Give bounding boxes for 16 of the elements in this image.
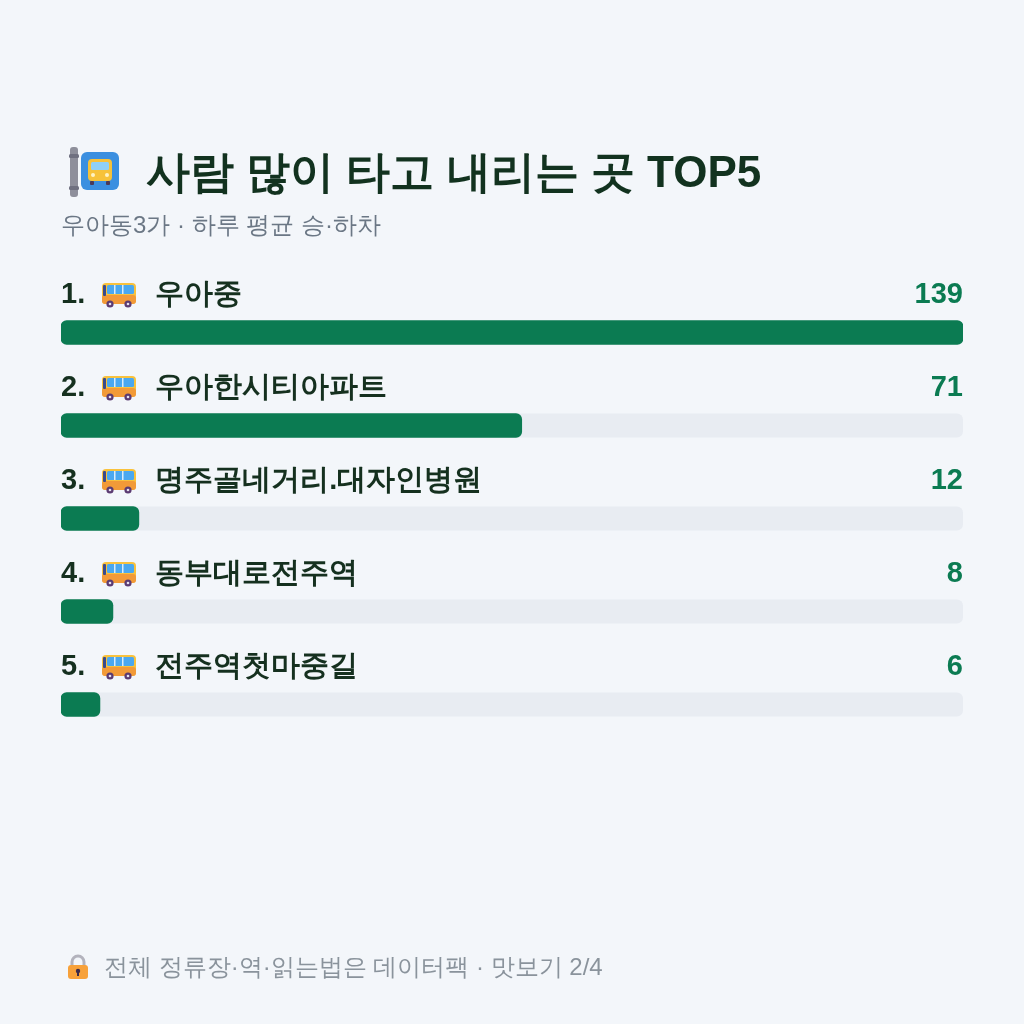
data-label: 71: [930, 369, 963, 402]
category-label: 4. 동부대로전주역: [61, 555, 359, 588]
data-label: 12: [930, 462, 963, 495]
bar: [61, 692, 101, 717]
data-label: 8: [946, 555, 963, 588]
bar: [61, 599, 114, 624]
category-label: 5. 전주역첫마중길: [61, 648, 359, 681]
category-label: 2. 우아한시티아파트: [61, 369, 388, 402]
category-label: 3. 명주골네거리.대자인병원: [61, 462, 483, 495]
chart-title: 사람 많이 타고 내리는 곳 TOP5: [146, 146, 762, 198]
chart-subtitle: 우아동3가 · 하루 평균 승·하차: [61, 210, 382, 240]
data-label: 139: [914, 276, 963, 309]
text: 전체 정류장·역·읽는법은 데이터팩 · 맛보기 2/4: [104, 952, 603, 982]
bar: [61, 506, 140, 531]
category-label: 1. 우아중: [61, 276, 243, 309]
data-label: 6: [946, 648, 963, 681]
